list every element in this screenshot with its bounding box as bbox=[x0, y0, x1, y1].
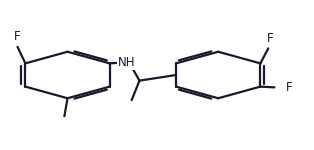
Text: F: F bbox=[285, 81, 292, 94]
Text: F: F bbox=[267, 32, 273, 45]
Text: F: F bbox=[14, 30, 21, 43]
Text: NH: NH bbox=[118, 56, 136, 69]
